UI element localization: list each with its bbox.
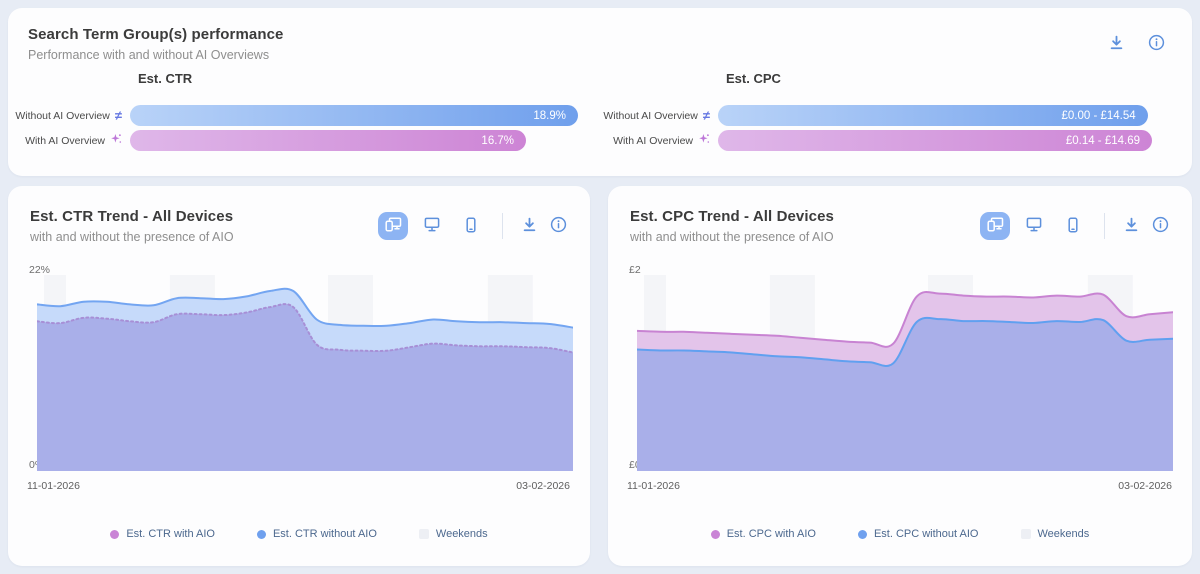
- ctr-trend-card: Est. CTR Trend - All Devices with and wi…: [8, 186, 590, 566]
- metric-title: Est. CPC: [726, 71, 781, 86]
- all-devices-icon: [384, 217, 402, 235]
- metric-group-ctr: Est. CTR Without AI Overview ≠ 18.9% Wit…: [8, 68, 600, 168]
- legend-item-weekends[interactable]: Weekends: [418, 528, 488, 540]
- info-icon: [1148, 34, 1165, 54]
- bar-value: £0.14 - £14.69: [1065, 134, 1140, 147]
- legend-dot: [110, 529, 120, 539]
- x-axis-start-date: 11-01-2026: [27, 480, 80, 492]
- bar-label: Without AI Overview: [603, 109, 698, 122]
- info-button[interactable]: [548, 216, 568, 236]
- not-equal-icon: ≠: [702, 108, 710, 123]
- chart-subtitle: with and without the presence of AIO: [30, 230, 234, 244]
- mobile-button[interactable]: [1058, 212, 1088, 240]
- page-subtitle: Performance with and without AI Overview…: [28, 48, 270, 62]
- download-button[interactable]: [1106, 34, 1126, 54]
- download-button[interactable]: [1121, 216, 1141, 236]
- info-button[interactable]: [1150, 216, 1170, 236]
- legend-item-with-aio[interactable]: Est. CTR with AIO: [110, 528, 215, 540]
- legend-item-with-aio[interactable]: Est. CPC with AIO: [710, 528, 816, 540]
- mobile-icon: [1067, 216, 1079, 236]
- bar-value: 16.7%: [481, 134, 515, 147]
- chart-subtitle: with and without the presence of AIO: [630, 230, 834, 244]
- ctr-without-aio-bar: 18.9%: [130, 105, 578, 126]
- legend-item-without-aio[interactable]: Est. CPC without AIO: [857, 528, 979, 540]
- x-axis-end-date: 03-02-2026: [516, 480, 570, 492]
- ctr-trend-chart[interactable]: [37, 275, 573, 471]
- bar-value: £0.00 - £14.54: [1061, 109, 1136, 122]
- download-button[interactable]: [519, 216, 539, 236]
- chart-title: Est. CTR Trend - All Devices: [30, 208, 234, 225]
- cpc-with-aio-bar: £0.14 - £14.69: [718, 130, 1152, 151]
- legend-square: [1020, 529, 1031, 539]
- legend-dot: [857, 529, 867, 539]
- y-axis-max-label: £2: [629, 264, 641, 276]
- desktop-button[interactable]: [417, 212, 447, 240]
- chart-title: Est. CPC Trend - All Devices: [630, 208, 834, 225]
- download-icon: [1108, 34, 1125, 54]
- info-icon: [550, 216, 567, 236]
- chart-legend: Est. CTR with AIO Est. CTR without AIO W…: [8, 528, 590, 540]
- bar-label: With AI Overview: [613, 134, 693, 147]
- info-icon: [1152, 216, 1169, 236]
- not-equal-icon: ≠: [114, 108, 122, 123]
- all-devices-button[interactable]: [378, 212, 408, 240]
- all-devices-icon: [986, 217, 1004, 235]
- page-title: Search Term Group(s) performance: [28, 26, 284, 43]
- y-axis-min-label: £0: [629, 459, 641, 471]
- desktop-icon: [1026, 217, 1042, 235]
- cpc-trend-chart[interactable]: [637, 275, 1173, 471]
- x-axis-start-date: 11-01-2026: [627, 480, 680, 492]
- desktop-button[interactable]: [1019, 212, 1049, 240]
- metric-title: Est. CTR: [138, 71, 193, 86]
- ai-sparkle-icon: [698, 133, 710, 148]
- y-axis-max-label: 22%: [29, 264, 51, 276]
- cpc-trend-card: Est. CPC Trend - All Devices with and wi…: [608, 186, 1192, 566]
- desktop-icon: [424, 217, 440, 235]
- download-icon: [521, 216, 538, 236]
- bar-value: 18.9%: [533, 109, 566, 122]
- summary-card: Search Term Group(s) performance Perform…: [8, 8, 1192, 176]
- legend-dot: [710, 529, 720, 539]
- divider: [1104, 213, 1105, 239]
- legend-item-weekends[interactable]: Weekends: [1020, 528, 1089, 540]
- bar-label: Without AI Overview: [15, 109, 110, 122]
- all-devices-button[interactable]: [980, 212, 1010, 240]
- divider: [502, 213, 503, 239]
- bar-label: With AI Overview: [25, 134, 105, 147]
- download-icon: [1123, 216, 1140, 236]
- chart-legend: Est. CPC with AIO Est. CPC without AIO W…: [608, 528, 1192, 540]
- x-axis-end-date: 03-02-2026: [1118, 480, 1172, 492]
- summary-actions: [1106, 34, 1166, 54]
- legend-item-without-aio[interactable]: Est. CTR without AIO: [256, 528, 377, 540]
- mobile-icon: [465, 216, 477, 236]
- info-button[interactable]: [1146, 34, 1166, 54]
- cpc-without-aio-bar: £0.00 - £14.54: [718, 105, 1148, 126]
- ctr-with-aio-bar: 16.7%: [130, 130, 527, 151]
- metric-group-cpc: Est. CPC Without AI Overview ≠ £0.00 - £…: [600, 68, 1192, 168]
- mobile-button[interactable]: [456, 212, 486, 240]
- legend-square: [418, 529, 429, 539]
- legend-dot: [256, 529, 266, 539]
- ai-sparkle-icon: [110, 133, 122, 148]
